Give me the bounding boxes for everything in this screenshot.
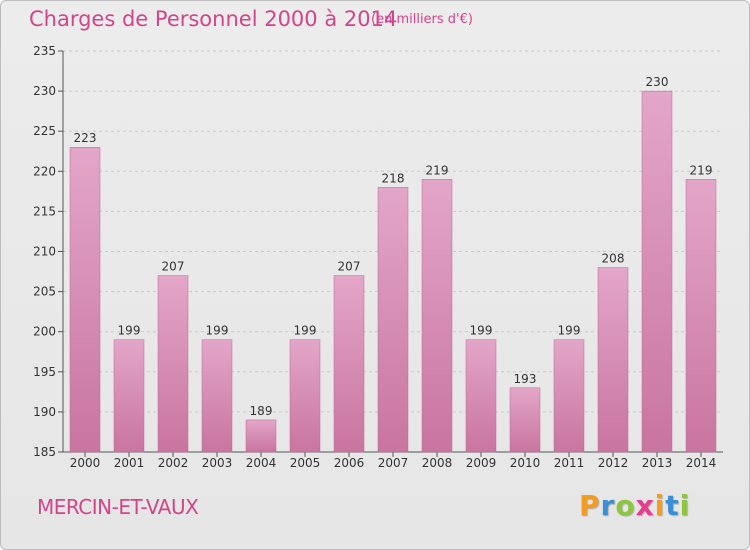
x-tick-label: 2005	[290, 456, 321, 470]
x-tick-label: 2006	[334, 456, 365, 470]
logo-letter: r	[600, 489, 616, 522]
y-tick-label: 235	[33, 44, 56, 58]
x-tick-label: 2011	[554, 456, 585, 470]
x-tick-label: 2004	[246, 456, 277, 470]
bar	[69, 146, 101, 453]
data-label: 199	[294, 324, 317, 338]
y-tick-label: 205	[33, 285, 56, 299]
data-labels: 223 199 207 199 189 199 207 218 219 199 193 199 208 2…	[74, 75, 713, 418]
bar	[113, 339, 145, 453]
x-tick-label: 2001	[114, 456, 145, 470]
data-label: 218	[382, 171, 405, 185]
logo-letter: i	[654, 489, 666, 522]
x-tick-label: 2003	[202, 456, 233, 470]
bar	[641, 90, 673, 453]
chart-subtitle: (en milliers d'€)	[371, 12, 473, 27]
place-name: MERCIN-ET-VAUX	[37, 495, 199, 519]
proxiti-logo[interactable]: Proxiti	[579, 489, 690, 522]
chart-title: Charges de Personnel 2000 à 2014	[29, 7, 398, 31]
data-label: 199	[470, 324, 493, 338]
y-tick-label: 195	[33, 365, 56, 379]
y-tick-label: 225	[33, 124, 56, 138]
y-tick-label: 215	[33, 204, 56, 218]
bar	[421, 179, 453, 453]
data-label: 208	[602, 252, 625, 266]
bar	[509, 387, 541, 453]
x-tick-label: 2007	[378, 456, 409, 470]
data-label: 199	[206, 324, 229, 338]
bar	[685, 179, 717, 453]
bar	[597, 267, 629, 453]
y-tick-label: 230	[33, 84, 56, 98]
bar	[465, 339, 497, 453]
bars	[69, 90, 717, 453]
y-tick-label: 190	[33, 405, 56, 419]
data-label: 207	[162, 260, 185, 274]
data-label: 230	[646, 75, 669, 89]
y-tick-label: 220	[33, 164, 56, 178]
logo-letter: P	[579, 489, 601, 522]
data-label: 219	[426, 163, 449, 177]
x-tick-label: 2014	[686, 456, 717, 470]
axes: 185 190 195 200 205 210 215 220 225 230 235 2000 200…	[33, 44, 723, 470]
x-tick-label: 2010	[510, 456, 541, 470]
bar	[377, 187, 409, 453]
logo-letter: x	[635, 489, 655, 522]
x-tick-label: 2009	[466, 456, 497, 470]
x-tick-label: 2000	[70, 456, 101, 470]
data-label: 199	[118, 324, 141, 338]
data-label: 193	[514, 372, 537, 386]
bar	[333, 275, 365, 453]
bar	[553, 339, 585, 453]
x-tick-label: 2008	[422, 456, 453, 470]
y-tick-label: 200	[33, 325, 56, 339]
data-label: 189	[250, 404, 273, 418]
logo-letter: o	[615, 489, 636, 522]
data-label: 223	[74, 131, 97, 145]
logo-letter: t	[665, 489, 680, 522]
logo-letter: i	[679, 489, 691, 522]
data-label: 219	[690, 163, 713, 177]
x-tick-label: 2013	[642, 456, 673, 470]
bar	[245, 419, 277, 453]
bar	[289, 339, 321, 453]
bar	[201, 339, 233, 453]
y-tick-label: 185	[33, 445, 56, 459]
x-tick-label: 2012	[598, 456, 629, 470]
bar	[157, 275, 189, 453]
x-tick-label: 2002	[158, 456, 189, 470]
data-label: 207	[338, 260, 361, 274]
y-tick-label: 210	[33, 245, 56, 259]
data-label: 199	[558, 324, 581, 338]
